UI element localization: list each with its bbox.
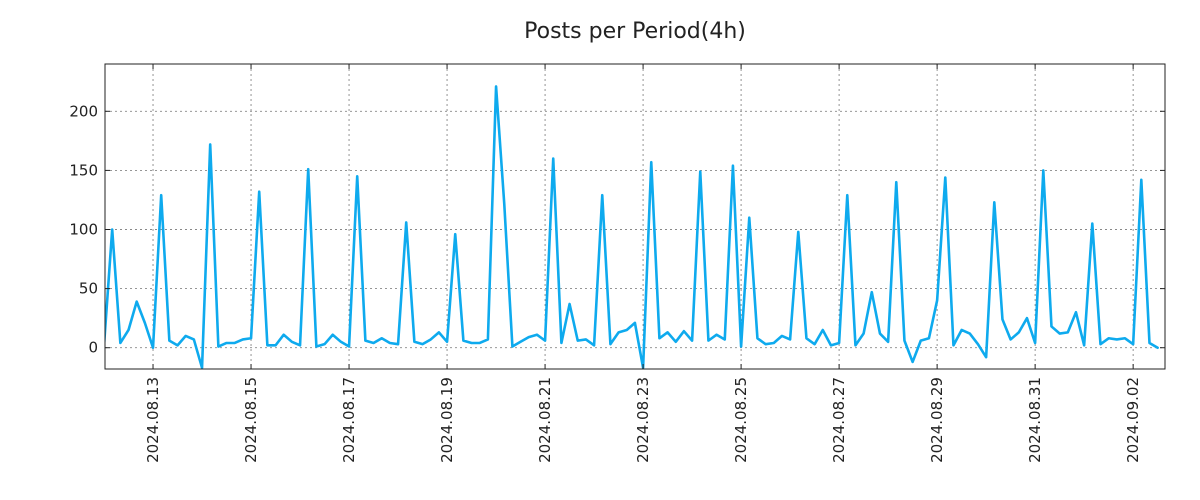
x-tick-label: 2024.08.31 xyxy=(1026,377,1044,463)
x-tick-label: 2024.08.15 xyxy=(242,377,260,463)
x-tick-label: 2024.08.17 xyxy=(340,377,358,463)
series-line-posts xyxy=(105,85,1159,369)
x-tick-label: 2024.08.23 xyxy=(634,377,652,463)
x-tick-label: 2024.09.02 xyxy=(1124,377,1142,463)
y-tick-label: 150 xyxy=(69,161,98,179)
x-tick-label: 2024.08.27 xyxy=(830,377,848,463)
grid-layer xyxy=(105,64,1165,369)
chart-title: Posts per Period(4h) xyxy=(524,19,746,44)
y-tick-label: 50 xyxy=(79,280,98,298)
x-tick-label: 2024.08.29 xyxy=(928,377,946,463)
y-tick-label: 100 xyxy=(69,221,98,239)
y-tick-label: 200 xyxy=(69,102,98,120)
ticks-layer: 0 50 100 150 200 2024.08.13 2024.08.15 2024.08.… xyxy=(69,64,1165,463)
x-tick-label: 2024.08.21 xyxy=(536,377,554,463)
x-tick-label: 2024.08.13 xyxy=(144,377,162,463)
plot-area-frame xyxy=(104,63,1166,370)
y-tick-label: 0 xyxy=(88,339,98,357)
x-tick-label: 2024.08.25 xyxy=(732,377,750,463)
x-tick-label: 2024.08.19 xyxy=(438,377,456,463)
series-layer xyxy=(105,85,1159,369)
